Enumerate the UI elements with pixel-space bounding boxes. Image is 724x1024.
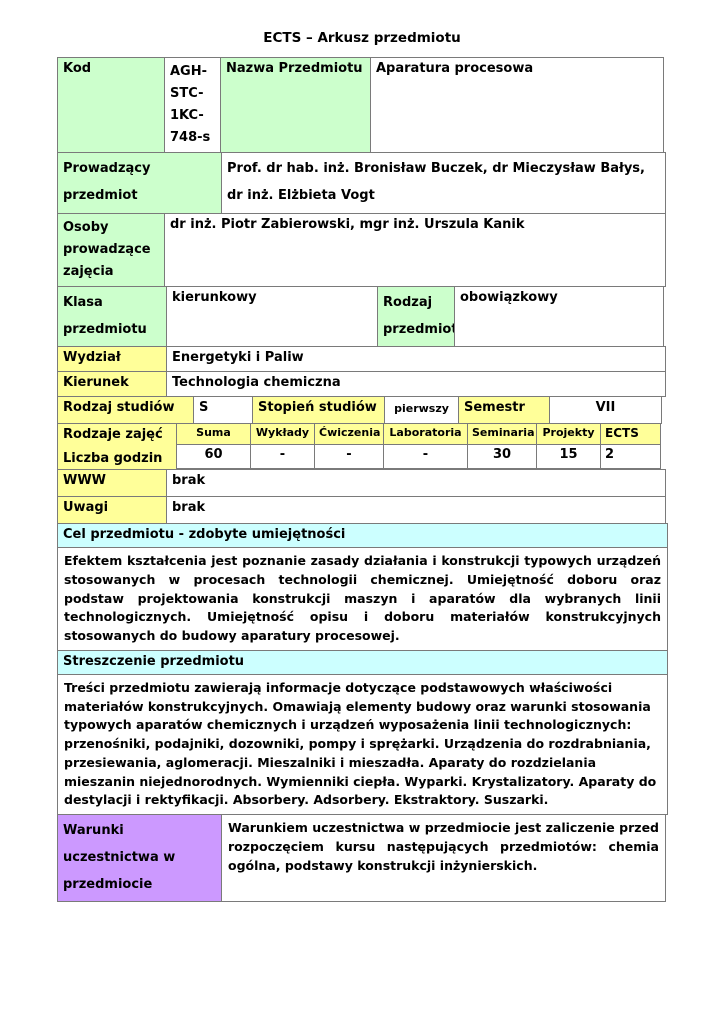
hours-header-seminaria: Seminaria <box>467 423 537 446</box>
hours-value-cwiczenia: - <box>314 444 384 470</box>
streszczenie-text: Treści przedmiotu zawierają informacje d… <box>57 673 668 816</box>
hours-header-wyklady: Wykłady <box>250 423 315 446</box>
warunki-value: Warunkiem uczestnictwa w przedmiocie jes… <box>221 814 666 903</box>
prowadzacy-label: Prowadzący przedmiot <box>57 152 222 214</box>
row-studia: Rodzaj studiów S Stopień studiów pierwsz… <box>57 396 668 425</box>
uwagi-value: brak <box>166 496 666 525</box>
osoby-value: dr inż. Piotr Zabierowski, mgr inż. Ursz… <box>164 212 666 287</box>
semestr-label: Semestr <box>458 396 550 425</box>
row-klasa: Klasa przedmiotu kierunkowy Rodzaj przed… <box>57 285 668 348</box>
row-prowadzacy: Prowadzący przedmiot Prof. dr hab. inż. … <box>57 152 668 214</box>
row-www: WWW brak <box>57 469 668 498</box>
rodzaj-value: obowiązkowy <box>454 285 664 348</box>
hours-label-line1: Rodzaje zajęć <box>63 427 163 443</box>
hours-value-wyklady: - <box>250 444 315 470</box>
warunki-label: Warunki uczestnictwa w przedmiocie <box>57 814 222 903</box>
hours-values-row: 60 - - - 30 15 2 <box>176 444 668 470</box>
wydzial-label: Wydział <box>57 346 167 373</box>
hours-label: Rodzaje zajęć Liczba godzin <box>57 423 177 471</box>
page-title: ECTS – Arkusz przedmiotu <box>263 30 461 46</box>
hours-header-projekty: Projekty <box>536 423 601 446</box>
hours-header-cwiczenia: Ćwiczenia <box>314 423 384 446</box>
kierunek-value: Technologia chemiczna <box>166 371 666 398</box>
nazwa-value: Aparatura procesowa <box>370 57 664 154</box>
hours-value-laboratoria: - <box>383 444 468 470</box>
hours-value-ects: 2 <box>600 444 661 470</box>
kod-label: Kod <box>57 57 165 154</box>
osoby-label: Osoby prowadzące zajęcia <box>57 212 165 287</box>
www-label: WWW <box>57 469 167 498</box>
hours-grid: Suma Wykłady Ćwiczenia Laboratoria Semin… <box>176 423 668 470</box>
stopien-label: Stopień studiów <box>252 396 385 425</box>
hours-header-ects: ECTS <box>600 423 661 446</box>
kierunek-label: Kierunek <box>57 371 167 398</box>
row-uwagi: Uwagi brak <box>57 496 668 525</box>
klasa-value: kierunkowy <box>166 285 378 348</box>
row-warunki: Warunki uczestnictwa w przedmiocie Warun… <box>57 814 668 903</box>
hours-value-projekty: 15 <box>536 444 601 470</box>
semestr-value: VII <box>549 396 662 425</box>
row-cel-header: Cel przedmiotu - zdobyte umiejętności <box>57 523 668 549</box>
row-kierunek: Kierunek Technologia chemiczna <box>57 371 668 398</box>
klasa-label: Klasa przedmiotu <box>57 285 167 348</box>
hours-value-suma: 60 <box>176 444 251 470</box>
streszczenie-header: Streszczenie przedmiotu <box>57 649 668 675</box>
row-streszczenie-text: Treści przedmiotu zawierają informacje d… <box>57 673 668 816</box>
hours-header-suma: Suma <box>176 423 251 446</box>
prowadzacy-value: Prof. dr hab. inż. Bronisław Buczek, dr … <box>221 152 666 214</box>
hours-header-laboratoria: Laboratoria <box>383 423 468 446</box>
row-streszczenie-header: Streszczenie przedmiotu <box>57 649 668 675</box>
cel-header: Cel przedmiotu - zdobyte umiejętności <box>57 523 668 549</box>
hours-label-line2: Liczba godzin <box>63 451 163 467</box>
hours-header-row: Suma Wykłady Ćwiczenia Laboratoria Semin… <box>176 423 668 446</box>
cel-text: Efektem kształcenia jest poznanie zasady… <box>57 547 668 651</box>
rodzaj-label: Rodzaj przedmiotu <box>377 285 455 348</box>
row-hours: Rodzaje zajęć Liczba godzin Suma Wykłady… <box>57 423 668 471</box>
row-osoby: Osoby prowadzące zajęcia dr inż. Piotr Z… <box>57 212 668 287</box>
uwagi-label: Uwagi <box>57 496 167 525</box>
rodzaj-studiow-value: S <box>193 396 253 425</box>
hours-value-seminaria: 30 <box>467 444 537 470</box>
www-value: brak <box>166 469 666 498</box>
rodzaj-studiow-label: Rodzaj studiów <box>57 396 194 425</box>
row-wydzial: Wydział Energetyki i Paliw <box>57 346 668 373</box>
wydzial-value: Energetyki i Paliw <box>166 346 666 373</box>
stopien-value: pierwszy <box>384 396 459 425</box>
row-cel-text: Efektem kształcenia jest poznanie zasady… <box>57 547 668 651</box>
kod-value: AGH- STC- 1KC- 748-s <box>164 57 221 154</box>
course-table: Kod AGH- STC- 1KC- 748-s Nazwa Przedmiot… <box>57 57 668 903</box>
row-kod: Kod AGH- STC- 1KC- 748-s Nazwa Przedmiot… <box>57 57 668 154</box>
nazwa-label: Nazwa Przedmiotu <box>220 57 371 154</box>
